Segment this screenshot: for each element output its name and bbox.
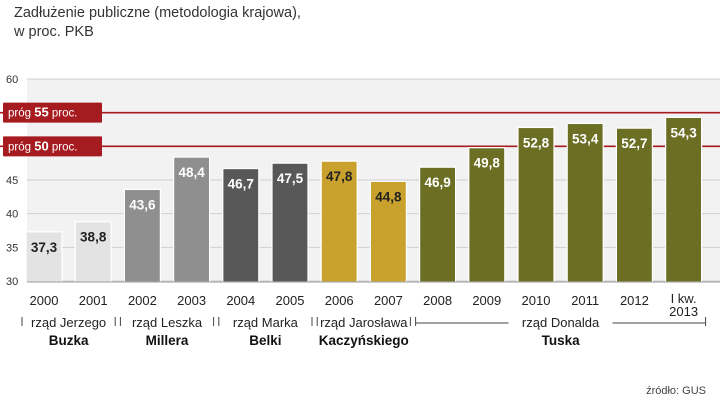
bar-value-label: 47,8: [326, 169, 353, 184]
chart-subtitle: w proc. PKB: [14, 24, 94, 40]
x-tick-label: 2011: [571, 293, 599, 308]
threshold-label: próg 50 proc.: [8, 138, 77, 153]
x-tick-label: 2002: [128, 293, 157, 308]
x-tick-label: 2009: [472, 293, 501, 308]
group-label-line1: rząd Donalda: [522, 315, 600, 330]
group-label-line1: rząd Leszka: [132, 315, 203, 330]
bar-value-label: 54,3: [670, 125, 697, 140]
y-tick-label: 35: [6, 242, 18, 254]
x-tick-label: I kw. 2013: [669, 291, 698, 319]
bar-value-label: 53,4: [572, 131, 599, 146]
bar-value-label: 48,4: [178, 165, 205, 180]
x-tick-label: 2001: [79, 293, 108, 308]
y-tick-label: 40: [6, 209, 18, 221]
bar: [271, 162, 309, 283]
bar: [615, 127, 654, 283]
group-label-line2: Kaczyńskiego: [319, 333, 409, 348]
x-tick-label: 2004: [226, 293, 255, 308]
x-tick-label: 2012: [620, 293, 649, 308]
x-tick-label: 2000: [30, 293, 59, 308]
bar: [419, 166, 457, 283]
group-label-line2: Millera: [146, 333, 189, 348]
x-tick-label: 2007: [374, 293, 403, 308]
group-label-line1: rząd Jerzego: [31, 315, 106, 330]
threshold-tag: [3, 102, 102, 123]
bar-value-label: 44,8: [375, 189, 402, 204]
bar: [369, 180, 407, 283]
group-label-line2: Belki: [249, 333, 281, 348]
threshold-tag: [3, 136, 102, 157]
group-label-line1: rząd Marka: [233, 315, 299, 330]
bar-value-label: 52,7: [621, 136, 647, 151]
source-note: źródło: GUS: [646, 385, 706, 397]
bar: [664, 116, 703, 283]
y-tick-label: 30: [6, 276, 18, 288]
group-label-line1: rząd Jarosława: [320, 315, 408, 330]
bar: [468, 147, 506, 283]
chart-title-block: Zadłużenie publiczne (metodologia krajow…: [14, 4, 301, 42]
bar-value-label: 46,7: [228, 177, 254, 192]
y-tick-label: 60: [6, 74, 18, 86]
x-tick-label: 2006: [325, 293, 354, 308]
x-tick-label: 2010: [522, 293, 551, 308]
bar-value-label: 49,8: [474, 156, 501, 171]
group-label-line2: Buzka: [49, 333, 89, 348]
bar-value-label: 37,3: [31, 240, 58, 255]
bar: [566, 122, 604, 283]
bar-value-label: 52,8: [523, 135, 550, 150]
threshold-label: próg 55 proc.: [8, 105, 77, 120]
x-tick-label: 2005: [276, 293, 305, 308]
bar-value-label: 46,9: [424, 175, 450, 190]
chart-title: Zadłużenie publiczne (metodologia krajow…: [14, 5, 301, 21]
bar: [517, 126, 555, 283]
bar: [123, 188, 162, 283]
bar-value-label: 43,6: [129, 197, 156, 212]
bar-value-label: 38,8: [80, 230, 107, 245]
bar: [173, 156, 211, 283]
x-tick-label: 2003: [177, 293, 206, 308]
y-tick-label: 45: [6, 175, 18, 187]
bar-value-label: 47,5: [277, 171, 304, 186]
bar: [222, 167, 260, 283]
x-tick-label: 2008: [423, 293, 452, 308]
group-label-line2: Tuska: [542, 333, 581, 348]
